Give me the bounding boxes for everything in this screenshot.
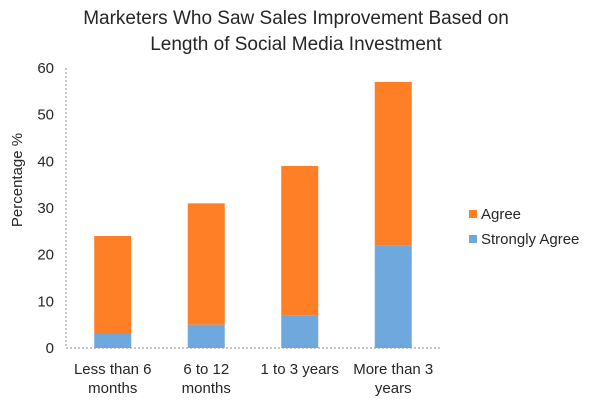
y-tick-label: 50 [37, 107, 54, 124]
y-axis: 0 10 20 30 40 50 60 [37, 60, 67, 357]
x-category-label: Less than 6 months [74, 361, 152, 397]
x-category-label: More than 3 years [353, 361, 433, 397]
bar-strongly-agree [94, 334, 132, 348]
x-category-label: 6 to 12 months [182, 361, 231, 397]
y-tick-label: 0 [46, 340, 54, 357]
x-category-label: 1 to 3 years [261, 361, 339, 378]
legend-swatch [469, 210, 477, 218]
legend-swatch [469, 235, 477, 243]
legend: Agree Strongly Agree [469, 206, 579, 248]
chart-title-line: Length of Social Media Investment [150, 34, 442, 55]
y-tick-label: 40 [37, 153, 54, 170]
chart-title-line: Marketers Who Saw Sales Improvement Base… [83, 8, 509, 29]
chart-title: Marketers Who Saw Sales Improvement Base… [83, 8, 509, 55]
legend-label: Strongly Agree [481, 231, 579, 248]
bar-strongly-agree [374, 245, 412, 348]
y-tick-label: 30 [37, 200, 54, 217]
y-tick-label: 60 [37, 60, 54, 77]
bars [94, 82, 412, 348]
bar-agree [94, 236, 132, 334]
bar-agree [374, 82, 412, 246]
bar-agree [187, 203, 225, 325]
y-tick-label: 20 [37, 247, 54, 264]
bar-agree [281, 166, 319, 316]
bar-strongly-agree [187, 324, 225, 348]
bar-strongly-agree [281, 315, 319, 348]
x-axis: Less than 6 months 6 to 12 months 1 to 3 yea… [66, 347, 440, 397]
y-axis-title: Percentage % [9, 133, 26, 227]
legend-label: Agree [481, 206, 521, 223]
y-tick-label: 10 [37, 293, 54, 310]
